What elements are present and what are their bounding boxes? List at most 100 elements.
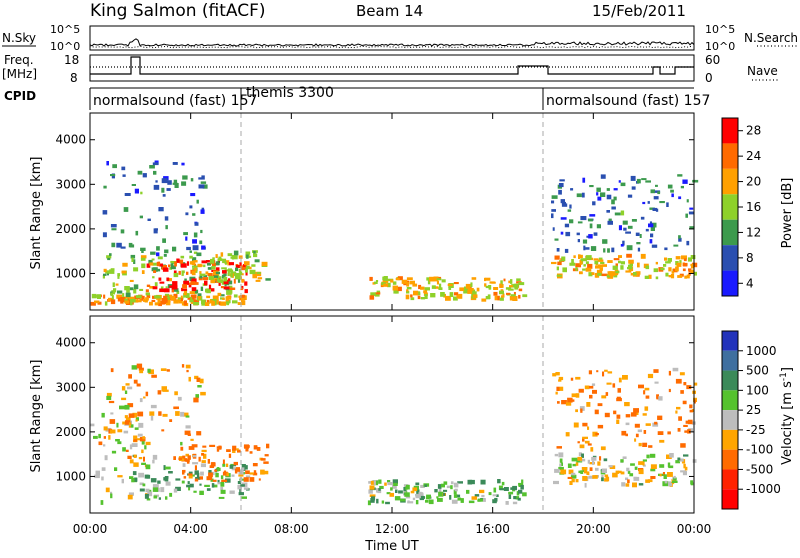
data-cell	[218, 496, 225, 499]
data-cell	[647, 201, 650, 204]
data-cell	[429, 276, 435, 282]
data-cell	[149, 301, 153, 306]
data-cell	[134, 188, 139, 194]
data-cell	[615, 270, 620, 274]
data-cell	[193, 294, 197, 299]
data-cell	[668, 481, 672, 486]
data-cell	[471, 277, 477, 280]
data-cell	[569, 219, 574, 224]
data-cell	[142, 483, 146, 487]
data-cell	[207, 459, 210, 464]
data-cell	[162, 413, 168, 417]
data-cell	[686, 274, 690, 279]
data-cell	[571, 478, 575, 483]
data-cell	[137, 411, 144, 417]
data-cell	[194, 222, 199, 226]
colorbar-tick-label: -100	[746, 443, 773, 457]
data-cell	[620, 459, 624, 463]
data-cell	[626, 253, 632, 258]
data-cell	[103, 294, 106, 299]
data-cell	[211, 298, 217, 301]
data-cell	[568, 469, 574, 475]
data-cell	[637, 262, 640, 268]
data-cell	[419, 495, 424, 501]
data-cell	[381, 500, 385, 504]
data-cell	[687, 429, 691, 434]
colorbar-tick-label: 4	[746, 276, 754, 290]
data-cell	[149, 286, 154, 289]
data-cell	[241, 278, 244, 283]
data-cell	[196, 377, 201, 382]
data-cell	[253, 470, 257, 474]
data-cell	[147, 491, 153, 497]
data-cell	[176, 290, 180, 294]
data-cell	[487, 294, 491, 299]
data-cell	[161, 187, 165, 193]
data-cell	[100, 500, 104, 505]
data-cell	[564, 248, 569, 253]
data-cell	[613, 188, 618, 191]
data-cell	[201, 245, 206, 250]
data-cell	[618, 225, 622, 231]
data-cell	[183, 232, 188, 236]
data-cell	[128, 302, 131, 305]
data-cell	[220, 481, 225, 487]
data-cell	[604, 369, 608, 372]
data-cell	[199, 271, 202, 275]
data-cell	[237, 449, 241, 453]
data-cell	[670, 274, 675, 279]
data-cell	[485, 277, 491, 281]
freq-strip-frame	[89, 54, 695, 82]
data-cell	[172, 182, 178, 185]
data-cell	[571, 259, 574, 264]
data-cell	[616, 396, 621, 400]
data-cell	[210, 258, 215, 264]
data-cell	[179, 259, 184, 264]
data-cell	[164, 478, 169, 482]
data-cell	[181, 181, 187, 186]
data-cell	[216, 448, 220, 452]
data-cell	[556, 248, 560, 252]
data-cell	[186, 261, 190, 266]
data-cell	[556, 274, 562, 277]
data-cell	[110, 174, 116, 177]
data-cell	[121, 270, 127, 274]
data-cell	[217, 258, 223, 261]
data-cell	[180, 411, 185, 417]
data-cell	[229, 464, 234, 469]
colorbar-swatch	[722, 143, 738, 169]
data-cell	[682, 179, 688, 184]
data-cell	[576, 459, 583, 463]
data-cell	[149, 262, 154, 266]
data-cell	[587, 459, 590, 464]
colorbar-swatch	[722, 219, 738, 246]
data-cell	[427, 280, 431, 285]
data-cell	[680, 390, 684, 394]
velocity-y-axis: 1000 2000 3000 4000	[55, 336, 694, 483]
data-cell	[105, 270, 110, 274]
colorbar-tick-label: 500	[746, 364, 769, 378]
data-cell	[403, 487, 407, 492]
data-cell	[689, 404, 693, 409]
data-cell	[127, 386, 133, 390]
data-cell	[192, 257, 197, 263]
data-cell	[184, 278, 187, 281]
data-cell	[187, 455, 191, 460]
data-cell	[684, 430, 689, 433]
data-cell	[220, 475, 224, 480]
data-cell	[246, 254, 249, 259]
data-cell	[683, 424, 688, 427]
data-cell	[659, 464, 665, 468]
data-cell	[650, 464, 657, 469]
data-cell	[142, 436, 145, 440]
data-cell	[103, 426, 108, 431]
data-cell	[140, 255, 147, 259]
data-cell	[447, 283, 453, 287]
data-cell	[138, 422, 144, 428]
data-cell	[110, 491, 113, 495]
data-cell	[594, 260, 599, 265]
data-cell	[211, 462, 216, 466]
data-cell	[183, 280, 190, 285]
data-cell	[693, 271, 697, 276]
data-cell	[127, 494, 133, 500]
